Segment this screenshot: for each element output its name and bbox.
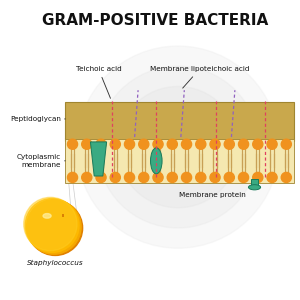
Bar	[65, 139, 293, 182]
Text: Membrane protein: Membrane protein	[179, 189, 252, 198]
Circle shape	[124, 139, 135, 149]
Circle shape	[224, 139, 234, 149]
Ellipse shape	[248, 185, 261, 190]
Circle shape	[77, 46, 279, 248]
Circle shape	[210, 139, 220, 149]
Ellipse shape	[151, 148, 162, 174]
Polygon shape	[90, 142, 106, 176]
Circle shape	[253, 172, 263, 182]
Circle shape	[28, 201, 82, 256]
Circle shape	[167, 139, 177, 149]
Circle shape	[139, 139, 149, 149]
Circle shape	[139, 172, 149, 182]
Circle shape	[25, 199, 79, 252]
Circle shape	[82, 172, 92, 182]
Ellipse shape	[43, 214, 51, 218]
Bar	[251, 179, 258, 188]
Circle shape	[68, 139, 78, 149]
Circle shape	[27, 200, 81, 254]
Text: Cytoplasmic
membrane: Cytoplasmic membrane	[17, 154, 61, 168]
Circle shape	[68, 172, 78, 182]
Circle shape	[281, 139, 291, 149]
Circle shape	[117, 86, 238, 208]
Bar	[65, 102, 293, 141]
Text: Peptidoglycan: Peptidoglycan	[10, 116, 61, 122]
Circle shape	[97, 66, 259, 228]
Circle shape	[238, 172, 249, 182]
Circle shape	[182, 172, 192, 182]
Circle shape	[24, 197, 77, 251]
Circle shape	[182, 139, 192, 149]
Text: GRAM-POSITIVE BACTERIA: GRAM-POSITIVE BACTERIA	[42, 13, 268, 28]
Text: Membrane lipoteichoic acid: Membrane lipoteichoic acid	[150, 66, 249, 88]
Text: Teichoic acid: Teichoic acid	[76, 66, 122, 98]
Circle shape	[281, 172, 291, 182]
Circle shape	[210, 172, 220, 182]
Circle shape	[196, 139, 206, 149]
Circle shape	[267, 139, 277, 149]
Circle shape	[167, 172, 177, 182]
Circle shape	[82, 139, 92, 149]
Circle shape	[153, 139, 163, 149]
Circle shape	[253, 139, 263, 149]
Circle shape	[110, 172, 120, 182]
Circle shape	[196, 172, 206, 182]
Circle shape	[96, 139, 106, 149]
Bar	[61, 214, 64, 217]
Circle shape	[124, 172, 135, 182]
Text: Staphylococcus: Staphylococcus	[27, 260, 83, 266]
Circle shape	[110, 139, 120, 149]
Circle shape	[153, 172, 163, 182]
Circle shape	[267, 172, 277, 182]
Circle shape	[238, 139, 249, 149]
Circle shape	[96, 172, 106, 182]
Circle shape	[224, 172, 234, 182]
